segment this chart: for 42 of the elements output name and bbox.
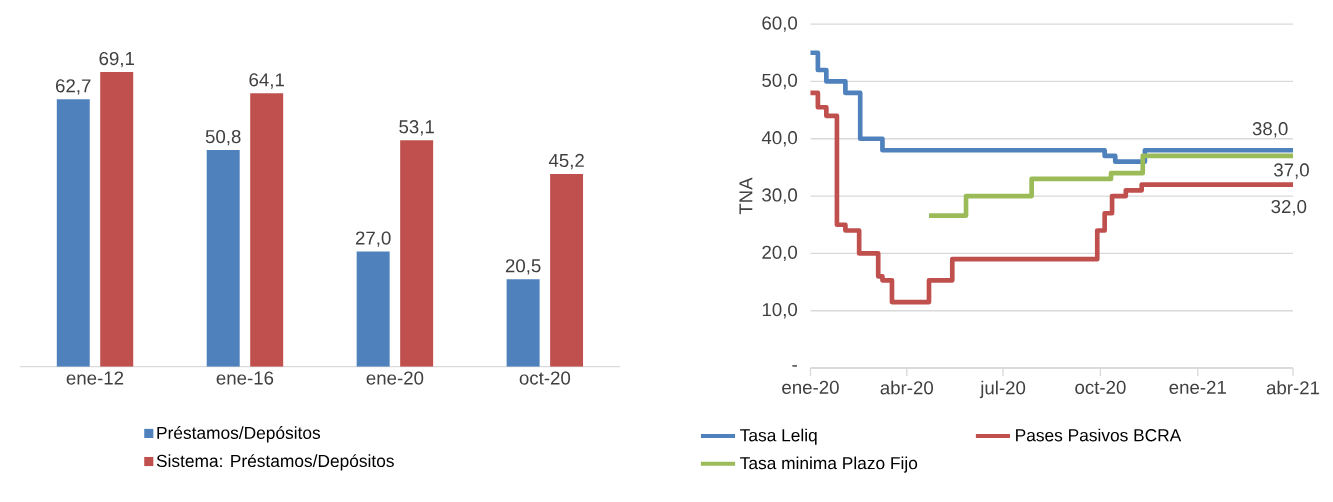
y-tick-label: 50,0 xyxy=(762,73,798,90)
legend-label: Préstamos/Depósitos xyxy=(157,426,321,443)
y-axis-title: TNA xyxy=(739,177,753,215)
data-label: 37,0 xyxy=(1274,163,1309,179)
bar xyxy=(56,99,90,367)
y-tick-label: 10,0 xyxy=(762,302,798,319)
legend-label: Sistema: Préstamos/Depósitos xyxy=(156,454,394,471)
data-label: 32,0 xyxy=(1271,199,1307,216)
x-tick-label: ene-12 xyxy=(66,371,124,385)
x-tick-label: oct-20 xyxy=(519,371,571,385)
x-tick-label: ene-21 xyxy=(1169,380,1226,394)
data-label: 38,0 xyxy=(1252,122,1288,138)
bar xyxy=(100,72,134,367)
x-tick-label: abr-20 xyxy=(880,380,934,395)
data-label: 27,0 xyxy=(355,231,391,247)
y-tick-label: 60,0 xyxy=(762,16,798,32)
bar xyxy=(550,173,584,367)
legend-label: Tasa minima Plazo Fijo xyxy=(740,456,918,473)
legend-label: Pases Pasivos BCRA xyxy=(1016,428,1182,442)
x-tick-label: oct-20 xyxy=(1075,380,1126,394)
data-label: 50,8 xyxy=(205,129,241,146)
y-tick-label: 30,0 xyxy=(762,188,798,204)
x-tick-label: ene-16 xyxy=(216,371,274,385)
bar xyxy=(356,251,390,367)
x-tick-label: ene-20 xyxy=(366,371,424,385)
data-label: 69,1 xyxy=(99,51,134,68)
y-tick-label: 20,0 xyxy=(762,245,798,262)
y-tick-label: - xyxy=(792,365,797,367)
y-tick-label: 40,0 xyxy=(761,131,798,147)
x-tick-label: ene-20 xyxy=(782,380,839,394)
x-tick-label: abr-21 xyxy=(1266,380,1320,395)
bar xyxy=(400,140,434,367)
x-tick-label: jul-20 xyxy=(979,380,1026,399)
data-label: 53,1 xyxy=(399,120,434,136)
bar xyxy=(206,150,240,367)
legend-label: Tasa Leliq xyxy=(740,428,817,445)
data-label: 45,2 xyxy=(548,153,584,170)
data-label: 20,5 xyxy=(505,259,541,275)
data-label: 62,7 xyxy=(56,79,91,95)
data-label: 64,1 xyxy=(249,73,284,89)
bar xyxy=(506,279,540,367)
bar xyxy=(250,93,284,367)
